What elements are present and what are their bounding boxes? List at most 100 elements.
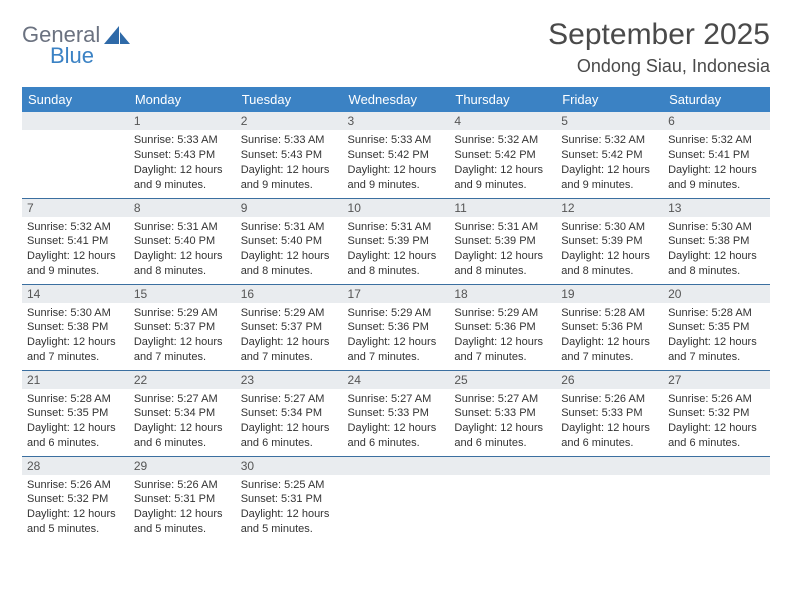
sunrise-text: Sunrise: 5:31 AM <box>454 220 551 235</box>
daylight-text: Daylight: 12 hours and 9 minutes. <box>454 163 551 193</box>
day-number <box>22 112 129 130</box>
day-details: Sunrise: 5:31 AMSunset: 5:39 PMDaylight:… <box>343 217 450 279</box>
daylight-text: Daylight: 12 hours and 8 minutes. <box>454 249 551 279</box>
day-cell: 12Sunrise: 5:30 AMSunset: 5:39 PMDayligh… <box>556 198 663 284</box>
dow-friday: Friday <box>556 87 663 112</box>
sunrise-text: Sunrise: 5:32 AM <box>668 133 765 148</box>
sunset-text: Sunset: 5:40 PM <box>134 234 231 249</box>
day-details: Sunrise: 5:31 AMSunset: 5:40 PMDaylight:… <box>236 217 343 279</box>
page-header: General Blue September 2025 Ondong Siau,… <box>22 18 770 77</box>
dow-wednesday: Wednesday <box>343 87 450 112</box>
day-cell: 24Sunrise: 5:27 AMSunset: 5:33 PMDayligh… <box>343 370 450 456</box>
sunrise-text: Sunrise: 5:29 AM <box>241 306 338 321</box>
day-details: Sunrise: 5:29 AMSunset: 5:37 PMDaylight:… <box>129 303 236 365</box>
day-cell <box>343 456 450 542</box>
daylight-text: Daylight: 12 hours and 9 minutes. <box>134 163 231 193</box>
day-details: Sunrise: 5:27 AMSunset: 5:33 PMDaylight:… <box>343 389 450 451</box>
dow-monday: Monday <box>129 87 236 112</box>
day-details <box>22 130 129 133</box>
daylight-text: Daylight: 12 hours and 9 minutes. <box>27 249 124 279</box>
sunset-text: Sunset: 5:32 PM <box>668 406 765 421</box>
day-cell: 19Sunrise: 5:28 AMSunset: 5:36 PMDayligh… <box>556 284 663 370</box>
day-details: Sunrise: 5:28 AMSunset: 5:35 PMDaylight:… <box>22 389 129 451</box>
sunrise-text: Sunrise: 5:26 AM <box>561 392 658 407</box>
day-cell: 21Sunrise: 5:28 AMSunset: 5:35 PMDayligh… <box>22 370 129 456</box>
sunset-text: Sunset: 5:38 PM <box>668 234 765 249</box>
sunrise-text: Sunrise: 5:26 AM <box>134 478 231 493</box>
sunset-text: Sunset: 5:43 PM <box>241 148 338 163</box>
day-details: Sunrise: 5:26 AMSunset: 5:32 PMDaylight:… <box>663 389 770 451</box>
day-cell: 27Sunrise: 5:26 AMSunset: 5:32 PMDayligh… <box>663 370 770 456</box>
day-details: Sunrise: 5:26 AMSunset: 5:31 PMDaylight:… <box>129 475 236 537</box>
week-row: 28Sunrise: 5:26 AMSunset: 5:32 PMDayligh… <box>22 456 770 542</box>
day-number: 2 <box>236 112 343 130</box>
daylight-text: Daylight: 12 hours and 6 minutes. <box>241 421 338 451</box>
day-details: Sunrise: 5:30 AMSunset: 5:38 PMDaylight:… <box>22 303 129 365</box>
calendar-table: Sunday Monday Tuesday Wednesday Thursday… <box>22 87 770 542</box>
day-number: 14 <box>22 285 129 303</box>
sunset-text: Sunset: 5:39 PM <box>561 234 658 249</box>
day-details <box>663 475 770 478</box>
sunset-text: Sunset: 5:34 PM <box>241 406 338 421</box>
location-label: Ondong Siau, Indonesia <box>548 56 770 77</box>
dow-thursday: Thursday <box>449 87 556 112</box>
day-number <box>343 457 450 475</box>
day-cell: 10Sunrise: 5:31 AMSunset: 5:39 PMDayligh… <box>343 198 450 284</box>
day-cell <box>663 456 770 542</box>
day-cell: 2Sunrise: 5:33 AMSunset: 5:43 PMDaylight… <box>236 112 343 198</box>
sunset-text: Sunset: 5:42 PM <box>561 148 658 163</box>
day-number: 29 <box>129 457 236 475</box>
sunset-text: Sunset: 5:33 PM <box>348 406 445 421</box>
daylight-text: Daylight: 12 hours and 5 minutes. <box>241 507 338 537</box>
day-cell: 16Sunrise: 5:29 AMSunset: 5:37 PMDayligh… <box>236 284 343 370</box>
day-details: Sunrise: 5:31 AMSunset: 5:40 PMDaylight:… <box>129 217 236 279</box>
daylight-text: Daylight: 12 hours and 6 minutes. <box>454 421 551 451</box>
day-number: 19 <box>556 285 663 303</box>
day-number: 10 <box>343 199 450 217</box>
daylight-text: Daylight: 12 hours and 7 minutes. <box>454 335 551 365</box>
day-number: 8 <box>129 199 236 217</box>
sunrise-text: Sunrise: 5:26 AM <box>27 478 124 493</box>
sunrise-text: Sunrise: 5:27 AM <box>241 392 338 407</box>
sunset-text: Sunset: 5:32 PM <box>27 492 124 507</box>
sunrise-text: Sunrise: 5:33 AM <box>348 133 445 148</box>
daylight-text: Daylight: 12 hours and 9 minutes. <box>348 163 445 193</box>
day-number: 21 <box>22 371 129 389</box>
day-cell: 1Sunrise: 5:33 AMSunset: 5:43 PMDaylight… <box>129 112 236 198</box>
week-row: 1Sunrise: 5:33 AMSunset: 5:43 PMDaylight… <box>22 112 770 198</box>
sunset-text: Sunset: 5:36 PM <box>348 320 445 335</box>
day-number: 23 <box>236 371 343 389</box>
day-cell: 15Sunrise: 5:29 AMSunset: 5:37 PMDayligh… <box>129 284 236 370</box>
daylight-text: Daylight: 12 hours and 9 minutes. <box>668 163 765 193</box>
day-number: 25 <box>449 371 556 389</box>
day-cell: 3Sunrise: 5:33 AMSunset: 5:42 PMDaylight… <box>343 112 450 198</box>
sunrise-text: Sunrise: 5:32 AM <box>561 133 658 148</box>
sunrise-text: Sunrise: 5:29 AM <box>348 306 445 321</box>
day-number: 15 <box>129 285 236 303</box>
sunset-text: Sunset: 5:41 PM <box>27 234 124 249</box>
day-number <box>663 457 770 475</box>
sunrise-text: Sunrise: 5:27 AM <box>454 392 551 407</box>
day-cell: 11Sunrise: 5:31 AMSunset: 5:39 PMDayligh… <box>449 198 556 284</box>
sunset-text: Sunset: 5:37 PM <box>134 320 231 335</box>
sunset-text: Sunset: 5:42 PM <box>348 148 445 163</box>
calendar-body: 1Sunrise: 5:33 AMSunset: 5:43 PMDaylight… <box>22 112 770 542</box>
day-number: 30 <box>236 457 343 475</box>
sunrise-text: Sunrise: 5:27 AM <box>348 392 445 407</box>
sunset-text: Sunset: 5:33 PM <box>561 406 658 421</box>
sunrise-text: Sunrise: 5:32 AM <box>454 133 551 148</box>
day-details: Sunrise: 5:25 AMSunset: 5:31 PMDaylight:… <box>236 475 343 537</box>
sunrise-text: Sunrise: 5:31 AM <box>241 220 338 235</box>
day-details: Sunrise: 5:30 AMSunset: 5:39 PMDaylight:… <box>556 217 663 279</box>
daylight-text: Daylight: 12 hours and 6 minutes. <box>348 421 445 451</box>
day-number: 6 <box>663 112 770 130</box>
day-number: 5 <box>556 112 663 130</box>
sunrise-text: Sunrise: 5:29 AM <box>454 306 551 321</box>
sunrise-text: Sunrise: 5:28 AM <box>27 392 124 407</box>
logo-sail-icon <box>104 26 130 53</box>
sunset-text: Sunset: 5:39 PM <box>454 234 551 249</box>
daylight-text: Daylight: 12 hours and 9 minutes. <box>241 163 338 193</box>
day-details <box>556 475 663 478</box>
day-details: Sunrise: 5:28 AMSunset: 5:36 PMDaylight:… <box>556 303 663 365</box>
sunrise-text: Sunrise: 5:25 AM <box>241 478 338 493</box>
